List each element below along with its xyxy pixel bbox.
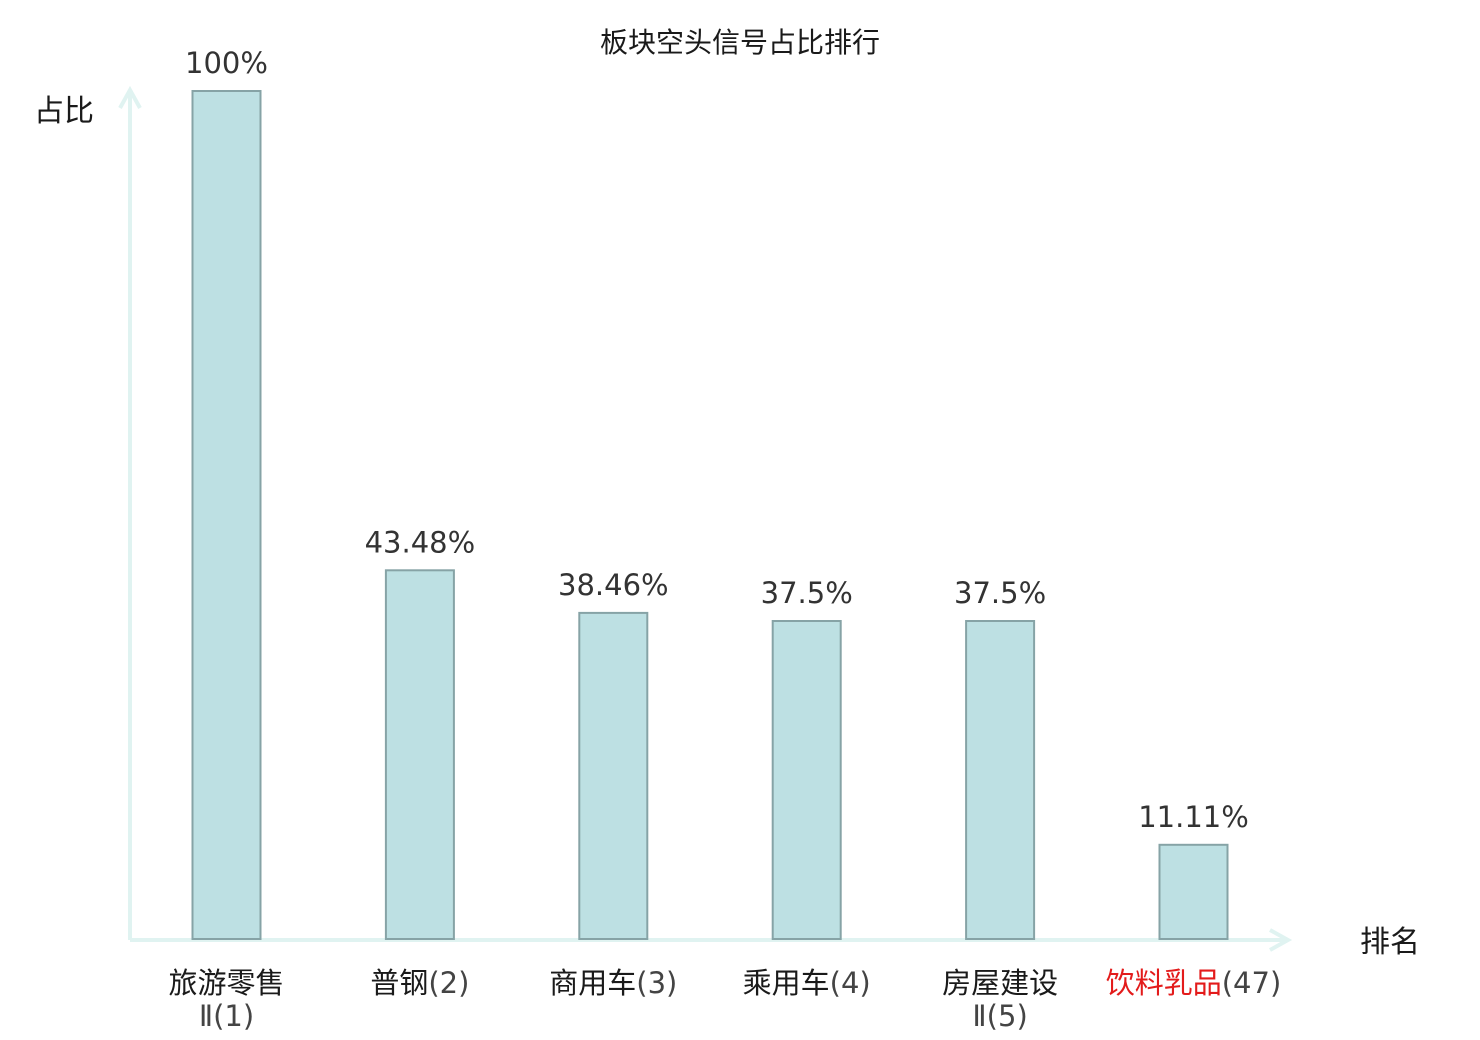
x-tick-name-4: 房屋建设 bbox=[942, 966, 1058, 1000]
x-tick-name-1: 普钢 bbox=[370, 966, 428, 1000]
x-tick-rank-3: (4) bbox=[830, 966, 871, 1000]
value-label-4: 37.5% bbox=[954, 576, 1046, 610]
x-tick-label-2: 商用车(3) bbox=[549, 966, 677, 1000]
bar-3 bbox=[771, 620, 842, 940]
y-axis-arrowhead bbox=[118, 85, 142, 109]
value-label-5: 11.11% bbox=[1138, 800, 1249, 834]
x-tick-rank-0: Ⅱ(1) bbox=[199, 999, 254, 1033]
x-tick-rank-2: (3) bbox=[636, 966, 677, 1000]
value-label-0: 100% bbox=[185, 46, 268, 80]
value-label-3: 37.5% bbox=[761, 576, 853, 610]
x-axis-arrowhead bbox=[1269, 928, 1293, 952]
bar-5 bbox=[1158, 843, 1229, 940]
value-label-1: 43.48% bbox=[365, 525, 476, 559]
x-tick-name-2: 商用车 bbox=[549, 966, 636, 1000]
y-axis-label: 占比 bbox=[34, 94, 94, 129]
x-tick-label-0: 旅游零售 Ⅱ(1) bbox=[168, 966, 284, 1033]
x-axis-label: 排名 bbox=[1360, 925, 1420, 960]
x-tick-label-4: 房屋建设 Ⅱ(5) bbox=[942, 966, 1058, 1033]
chart-title: 板块空头信号占比排行 bbox=[600, 26, 880, 59]
value-label-2: 38.46% bbox=[558, 568, 669, 602]
value-labels-group: 100% 43.48% 38.46% 37.5% 37.5% 11.11% bbox=[185, 46, 1249, 834]
bar-1 bbox=[384, 569, 455, 940]
bar-0 bbox=[191, 90, 262, 940]
bar-2 bbox=[578, 611, 649, 941]
x-tick-label-3: 乘用车(4) bbox=[743, 966, 871, 1000]
x-tick-labels-group: 旅游零售 Ⅱ(1) 普钢(2) 商用车(3) 乘用车(4) 房屋建设 Ⅱ(5) 饮料乳品(47… bbox=[168, 966, 1281, 1033]
x-tick-rank-5: (47) bbox=[1222, 966, 1282, 1000]
x-tick-name-3: 乘用车 bbox=[743, 966, 830, 1000]
x-tick-rank-1: (2) bbox=[428, 966, 469, 1000]
bar-4 bbox=[965, 620, 1036, 940]
x-tick-name-5: 饮料乳品 bbox=[1106, 966, 1222, 1000]
x-tick-label-1: 普钢(2) bbox=[370, 966, 469, 1000]
x-tick-label-5: 饮料乳品(47) bbox=[1106, 966, 1282, 1000]
x-tick-rank-4: Ⅱ(5) bbox=[972, 999, 1027, 1033]
bars-group bbox=[191, 90, 1229, 941]
x-tick-name-0: 旅游零售 bbox=[168, 966, 284, 1000]
